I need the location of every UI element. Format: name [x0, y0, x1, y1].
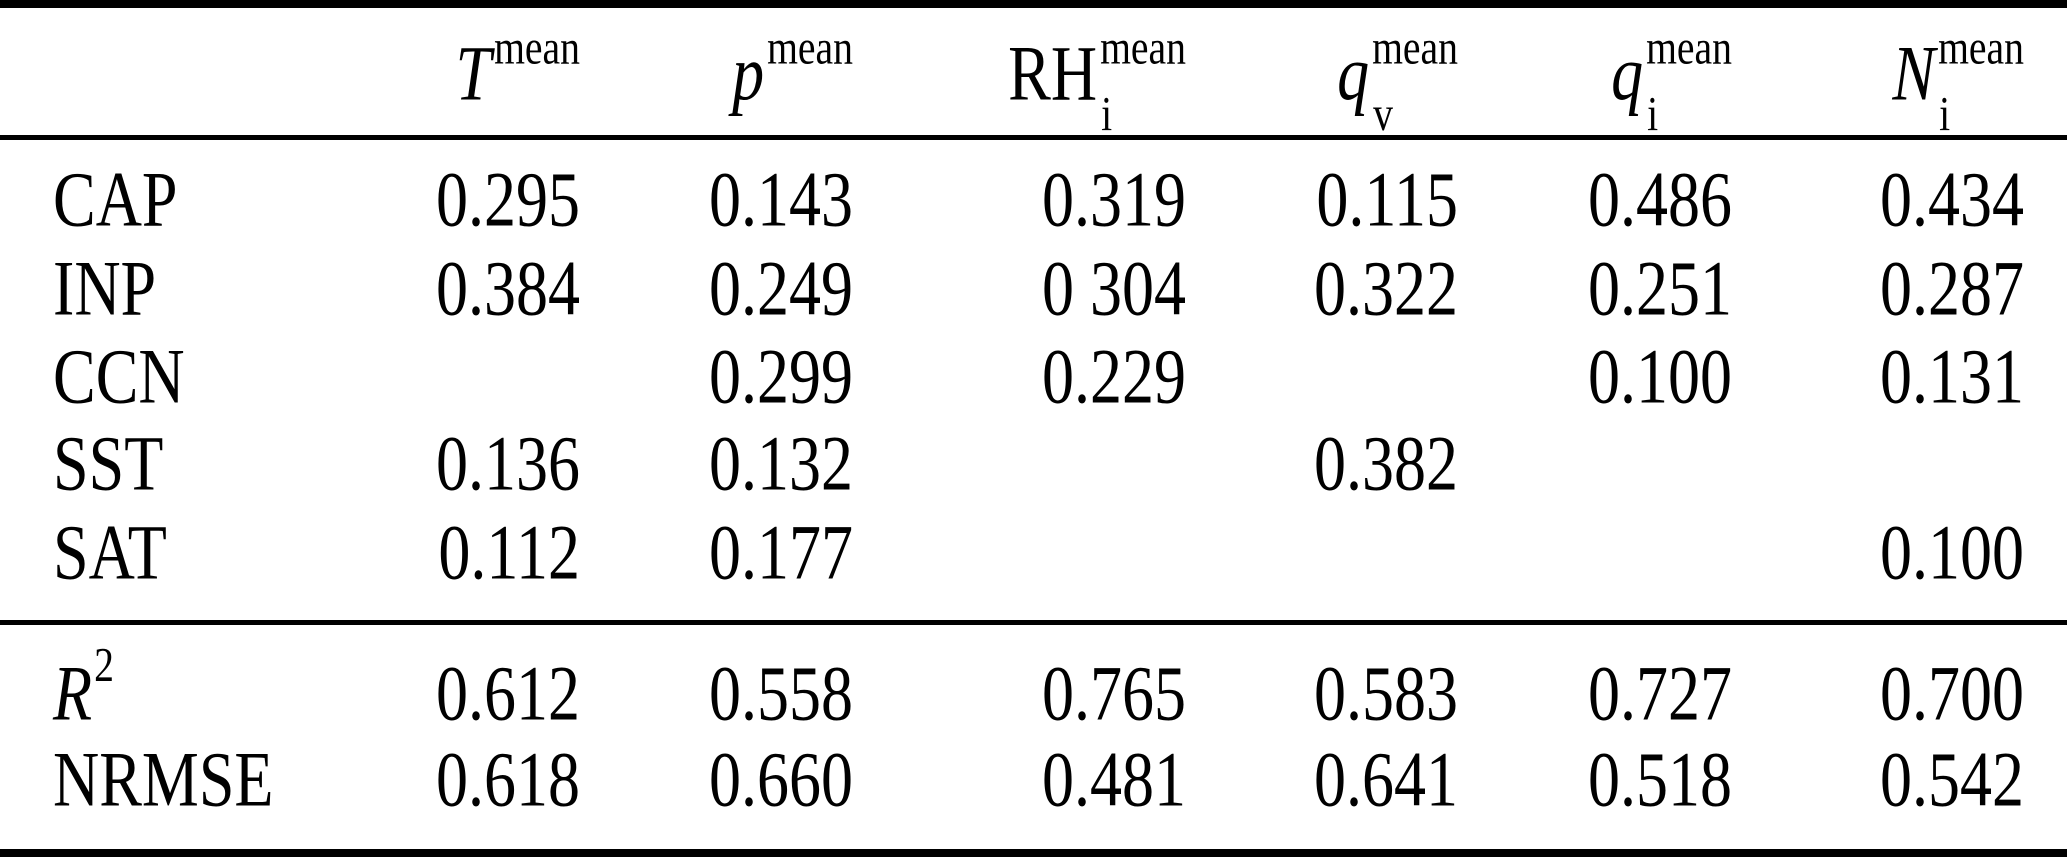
value-cell: 0.641: [1314, 736, 1458, 823]
value-cell: [1186, 508, 1458, 625]
value-cell: 0.115: [1316, 156, 1458, 243]
value-cell: 0.542: [1880, 736, 2024, 823]
row-label-r-squared: R2: [53, 638, 114, 737]
header-base: q: [1611, 30, 1644, 117]
table-bottom-rule: [0, 849, 2067, 857]
value-cell: [1458, 420, 1732, 508]
col-header-t-mean: Tmean: [353, 0, 580, 140]
value-cell: 0 304: [1042, 244, 1186, 332]
value-cell: [1732, 420, 2024, 508]
value-cell: 0.558: [709, 650, 853, 737]
superscript-two: 2: [94, 638, 114, 692]
col-header-p-mean: pmean: [580, 0, 853, 140]
header-scripts: mean: [767, 20, 853, 75]
value-cell: 0.112: [438, 509, 580, 596]
value-cell: 0.612: [436, 650, 580, 737]
row-label-cap: CAP: [53, 156, 178, 243]
value-cell: 0.100: [1880, 509, 2024, 596]
value-cell: 0.518: [1588, 736, 1732, 823]
value-cell: 0.177: [709, 509, 853, 596]
table-midsection-rule: [0, 620, 2067, 625]
value-cell: 0.618: [436, 736, 580, 823]
value-cell: [853, 420, 1186, 508]
col-header-n-i-mean: Nmean i: [1732, 0, 2024, 140]
value-cell: 0.660: [709, 736, 853, 823]
header-scripts: mean: [494, 20, 580, 75]
header-base: N: [1892, 30, 1936, 117]
header-scripts: mean i: [1646, 20, 1732, 142]
value-cell: 0.486: [1588, 156, 1732, 243]
value-cell: 0.136: [436, 420, 580, 507]
value-cell: [1458, 508, 1732, 625]
value-cell: 0.382: [1314, 420, 1458, 507]
value-cell: [853, 508, 1186, 625]
header-base: q: [1337, 30, 1370, 117]
row-label-sat: SAT: [53, 509, 167, 596]
row-label-sst: SST: [53, 420, 164, 507]
col-header-rh-i-mean: RHmean i: [853, 0, 1186, 140]
value-cell: 0.295: [436, 156, 580, 243]
value-cell: 0.583: [1314, 650, 1458, 737]
value-cell: 0.249: [709, 244, 853, 332]
header-scripts: mean v: [1372, 20, 1458, 142]
value-cell: 0.131: [1880, 332, 2024, 420]
value-cell: 0.700: [1880, 650, 2024, 737]
value-cell: 0.765: [1042, 650, 1186, 737]
value-cell: 0.322: [1314, 244, 1458, 332]
row-label-ccn: CCN: [53, 332, 185, 420]
value-cell: 0.481: [1042, 736, 1186, 823]
value-cell: 0.143: [709, 156, 853, 243]
value-cell: 0.434: [1880, 156, 2024, 243]
header-empty-cell: [0, 0, 353, 140]
col-header-q-i-mean: qmean i: [1458, 0, 1732, 140]
col-header-q-v-mean: qmean v: [1186, 0, 1458, 140]
value-cell: 0.132: [709, 420, 853, 507]
header-base: RH: [1008, 30, 1098, 117]
table-header-rule: [0, 135, 2067, 140]
row-label-nrmse: NRMSE: [53, 736, 274, 823]
header-base: T: [455, 30, 492, 117]
value-cell: 0.299: [709, 332, 853, 420]
value-cell: [353, 333, 580, 420]
row-label-inp: INP: [53, 244, 157, 332]
value-cell: 0.319: [1042, 156, 1186, 243]
table-top-rule: [0, 0, 2067, 8]
header-scripts: mean i: [1100, 20, 1186, 142]
value-cell: 0.287: [1880, 244, 2024, 332]
header-base: p: [732, 30, 765, 117]
value-cell: 0.384: [436, 244, 580, 332]
value-cell: 0.727: [1588, 650, 1732, 737]
value-cell: 0.229: [1042, 332, 1186, 420]
header-scripts: mean i: [1938, 20, 2024, 142]
value-cell: 0.100: [1588, 332, 1732, 420]
value-cell: [1186, 333, 1458, 420]
value-cell: 0.251: [1588, 244, 1732, 332]
